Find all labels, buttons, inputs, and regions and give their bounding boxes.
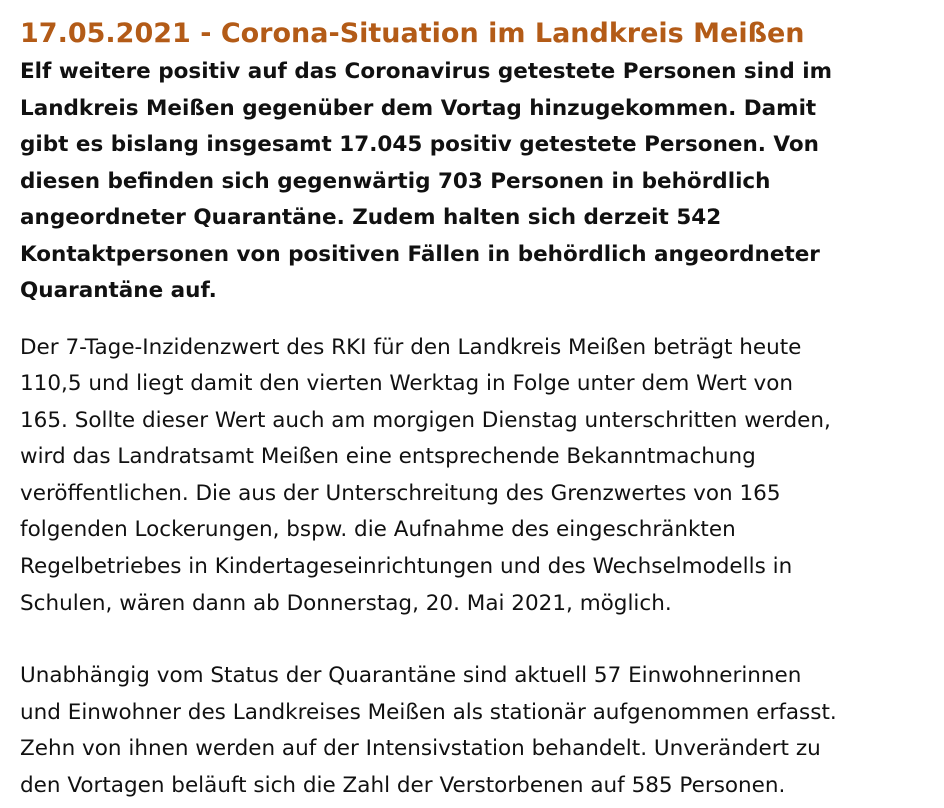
paragraph-line: Zehn von ihnen werden auf der Intensivst… [20,736,821,762]
paragraph-line: den Vortagen beläuft sich die Zahl der V… [20,773,786,799]
lead-line: Quarantäne auf. [20,278,217,303]
lead-line: Elf weitere positiv auf das Coronavirus … [20,59,833,84]
paragraph-line: wird das Landratsamt Meißen eine entspre… [20,444,756,470]
lead-line: Kontaktpersonen von positiven Fällen in … [20,241,820,267]
paragraph-line: Der 7-Tage-Inzidenzwert des RKI für den … [20,334,802,360]
lead-line: diesen befinden sich gegenwärtig 703 Per… [20,168,771,194]
lead-line: gibt es bislang insgesamt 17.045 positiv… [20,132,819,157]
paragraph-line: folgenden Lockerungen, bspw. die Aufnahm… [20,517,736,543]
lead-line: angeordneter Quarantäne. Zudem halten si… [20,205,722,230]
lead-line: Landkreis Meißen gegenüber dem Vortag hi… [20,95,817,121]
paragraph-line: 165. Sollte dieser Wert auch am morgigen… [20,407,831,433]
paragraph-line: Schulen, wären dann ab Donnerstag, 20. M… [20,590,672,616]
paragraph-line: Regelbetriebes in Kindertageseinrichtung… [20,554,793,580]
incidence-paragraph: Der 7-Tage-Inzidenzwert des RKI für den … [20,330,944,623]
paragraph-line: 110,5 und liegt damit den vierten Werkta… [20,371,793,397]
lead-paragraph: Elf weitere positiv auf das Coronavirus … [20,54,944,310]
paragraph-line: veröffentlichen. Die aus der Unterschrei… [20,480,781,506]
article-title: 17.05.2021 - Corona-Situation im Landkre… [20,18,805,49]
paragraph-line: Unabhängig vom Status der Quarantäne sin… [20,663,802,689]
paragraph-line: und Einwohner des Landkreises Meißen als… [20,699,837,725]
hospital-paragraph: Unabhängig vom Status der Quarantäne sin… [20,658,944,804]
